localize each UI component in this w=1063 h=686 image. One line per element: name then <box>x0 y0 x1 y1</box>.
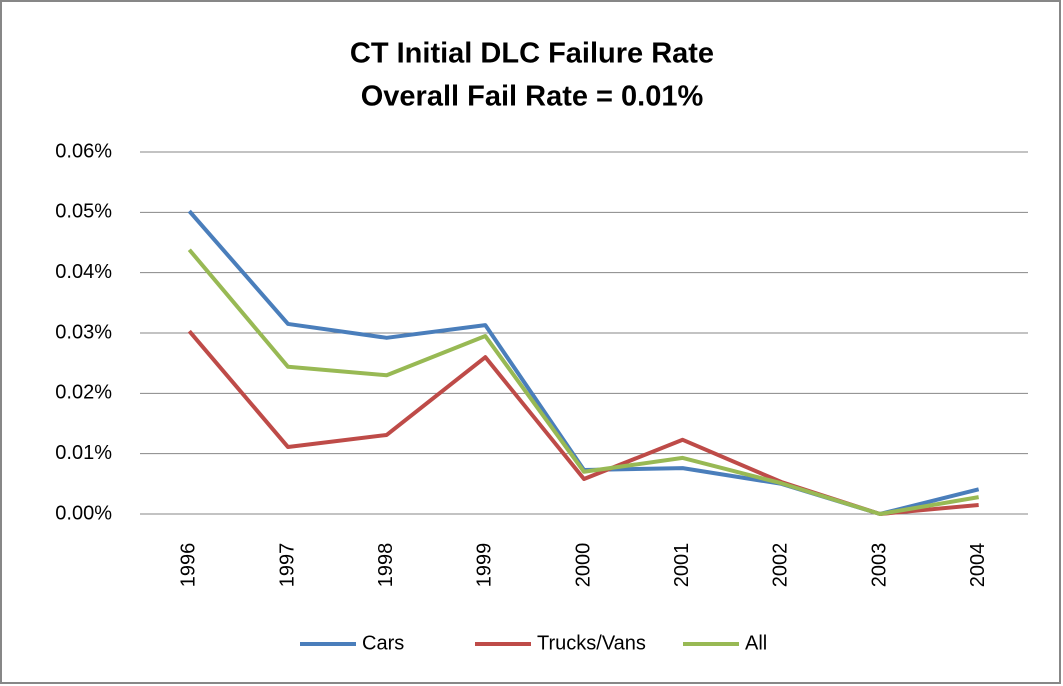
x-tick-label: 2002 <box>770 543 792 588</box>
y-tick-label: 0.05% <box>55 201 112 223</box>
x-tick-label: 1998 <box>375 543 397 588</box>
y-tick-label: 0.04% <box>55 261 112 283</box>
legend-label: Trucks/Vans <box>537 632 646 654</box>
x-tick-label: 1997 <box>276 543 298 588</box>
y-tick-label: 0.02% <box>55 382 112 404</box>
chart-subtitle: Overall Fail Rate = 0.01% <box>361 81 704 113</box>
y-tick-label: 0.03% <box>55 321 112 343</box>
legend-label: Cars <box>362 632 404 654</box>
x-tick-label: 2000 <box>572 543 594 588</box>
y-tick-label: 0.00% <box>55 502 112 524</box>
x-tick-label: 2004 <box>967 543 989 588</box>
y-tick-label: 0.01% <box>55 442 112 464</box>
x-tick-label: 1999 <box>474 543 496 588</box>
series-line <box>187 248 980 516</box>
legend-label: All <box>745 632 767 654</box>
chart-title: CT Initial DLC Failure Rate <box>350 38 714 70</box>
x-tick-label: 2001 <box>671 543 693 588</box>
x-tick-label: 2003 <box>868 543 890 588</box>
x-tick-label: 1996 <box>178 543 200 588</box>
y-tick-label: 0.06% <box>55 140 112 162</box>
